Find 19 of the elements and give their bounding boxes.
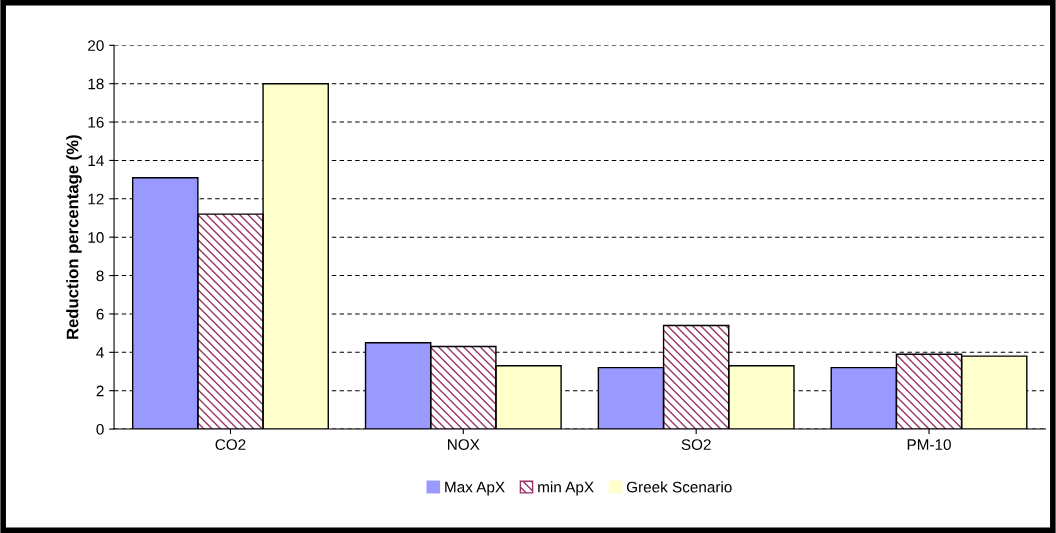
y-tick-label: 6 [96,308,104,320]
y-axis-title: Reduction percentage (%) [66,135,82,339]
y-tick-label: 2 [96,385,104,397]
y-tick-label: 0 [96,423,104,435]
y-tick-label: 18 [88,78,104,90]
x-tick-label: SO2 [681,439,711,451]
y-tick-label: 16 [88,116,104,128]
legend-label: min ApX [538,481,594,496]
y-tick-label: 12 [88,193,104,205]
x-tick-label: CO2 [215,439,246,451]
y-tick-label: 8 [96,270,104,282]
x-tick-label: PM-10 [907,439,951,451]
legend-label: Greek Scenario [626,481,732,493]
y-tick-label: 14 [88,155,104,166]
x-tick-label: NOX [448,439,480,451]
y-tick-label: 10 [88,232,104,243]
legend-label: Max ApX [445,481,505,496]
y-tick-label: 20 [88,40,104,51]
y-tick-label: 4 [96,347,104,358]
